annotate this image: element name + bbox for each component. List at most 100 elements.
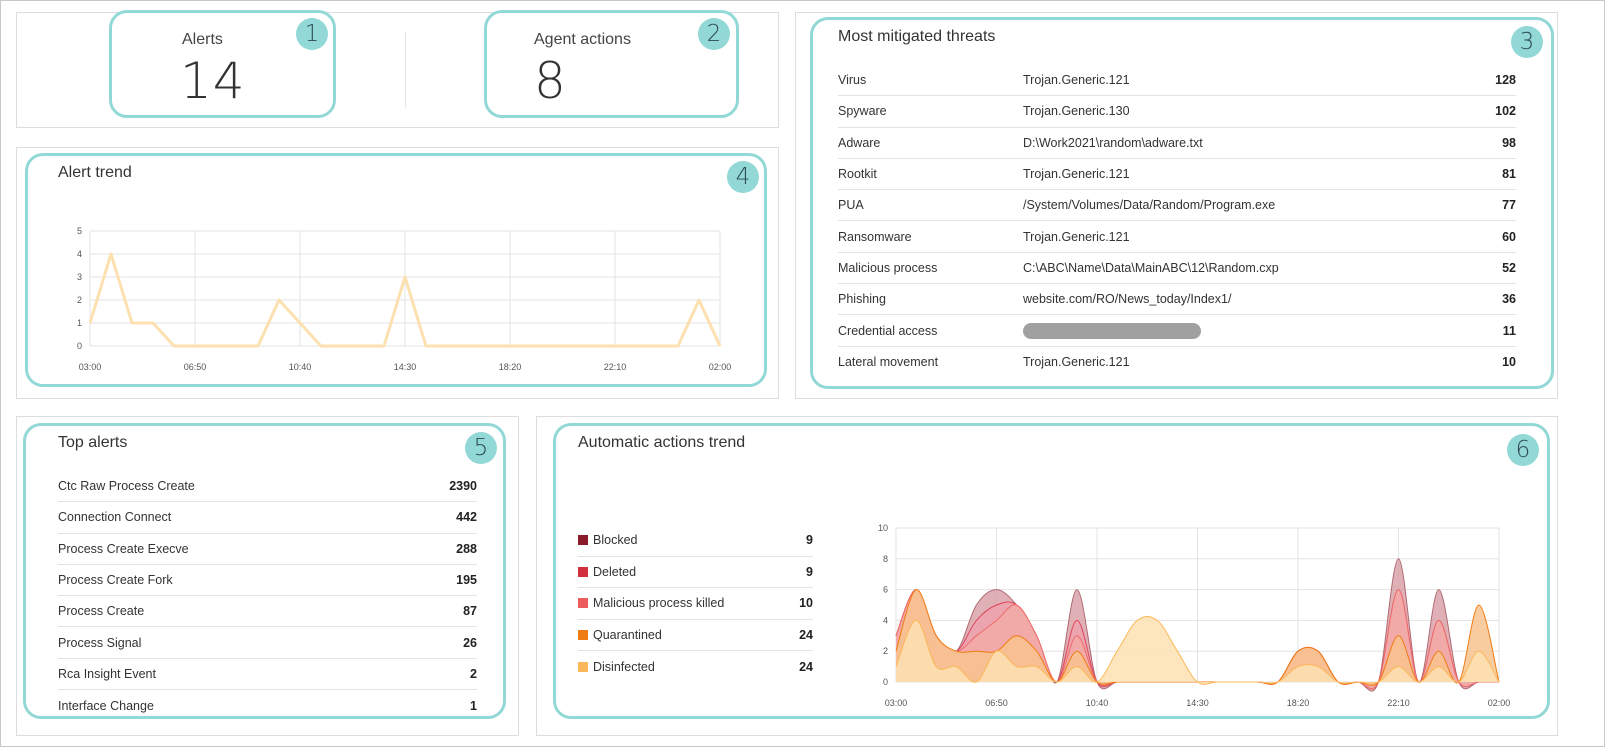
top-alert-row[interactable]: Ctc Raw Process Create 2390: [58, 471, 477, 503]
alert-trend-point: [152, 322, 154, 324]
alert-trend-point: [446, 345, 448, 347]
alert-name: Process Create: [58, 604, 145, 619]
x-tick-label: 18:20: [1287, 698, 1310, 708]
alert-count: 87: [463, 604, 477, 619]
legend-row[interactable]: Deleted 9: [578, 557, 813, 588]
y-tick-label: 1: [77, 318, 82, 328]
threat-name: Trojan.Generic.130: [1023, 104, 1130, 119]
top-alert-row[interactable]: Process Create 87: [58, 596, 477, 628]
legend-swatch: [578, 629, 588, 640]
y-tick-label: 3: [77, 272, 82, 282]
top-alert-row[interactable]: Rca Insight Event 2: [58, 659, 477, 691]
line-disinfected: [895, 616, 1500, 685]
threat-type: Credential access: [838, 323, 938, 338]
threat-row[interactable]: Malicious process C:\ABC\Name\Data\MainAB…: [838, 253, 1516, 285]
threat-row[interactable]: Ransomware Trojan.Generic.121 60: [838, 221, 1516, 253]
threat-type: Phishing: [838, 292, 886, 307]
legend-swatch: [578, 598, 588, 609]
threat-name: C:\ABC\Name\Data\MainABC\12\Random.cxp: [1023, 260, 1279, 275]
threat-name: Trojan.Generic.121: [1023, 73, 1130, 88]
alert-trend-point: [656, 345, 658, 347]
x-tick-label: 06:50: [184, 362, 207, 372]
threat-name: Trojan.Generic.121: [1023, 167, 1130, 182]
top-alert-row[interactable]: Process Create Fork 195: [58, 565, 477, 597]
legend-name: Malicious process killed: [593, 596, 725, 611]
alert-trend-point: [278, 299, 280, 301]
x-tick-label: 02:00: [709, 362, 732, 372]
threat-name: D:\Work2021\random\adware.txt: [1023, 135, 1203, 150]
legend-row[interactable]: Blocked 9: [578, 525, 813, 557]
legend-name: Quarantined: [593, 627, 662, 642]
agent-actions-kpi-card[interactable]: [484, 10, 739, 118]
x-tick-label: 22:10: [604, 362, 627, 372]
threat-name: website.com/RO/News_today/Index1/: [1023, 292, 1232, 307]
threat-count: 77: [1502, 198, 1516, 213]
legend-row[interactable]: Quarantined 24: [578, 620, 813, 651]
threat-name: [1023, 322, 1201, 339]
alert-trend-point: [110, 253, 112, 255]
badge-6: 6: [1507, 434, 1539, 466]
alert-trend-highlight: [25, 153, 767, 387]
legend-name: Disinfected: [593, 659, 655, 674]
y-tick-label: 5: [77, 226, 82, 236]
threat-count: 128: [1495, 73, 1516, 88]
threat-count: 98: [1502, 135, 1516, 150]
threat-row[interactable]: Phishing website.com/RO/News_today/Index1…: [838, 284, 1516, 316]
threat-name: /System/Volumes/Data/Random/Program.exe: [1023, 198, 1276, 213]
y-tick-label: 0: [77, 341, 82, 351]
y-tick-label: 10: [878, 523, 888, 533]
y-tick-label: 4: [883, 615, 888, 625]
alert-trend-panel: [16, 147, 779, 399]
legend-swatch: [578, 566, 588, 577]
actions-trend-highlight: [553, 423, 1550, 719]
top-alerts-title: Top alerts: [58, 434, 128, 451]
threat-count: 10: [1502, 355, 1516, 370]
legend-count: 9: [806, 533, 813, 548]
threat-row[interactable]: Lateral movement Trojan.Generic.121 10: [838, 347, 1516, 378]
alert-trend-point: [551, 345, 553, 347]
badge-2: 2: [698, 18, 730, 50]
threat-name: Trojan.Generic.121: [1023, 355, 1130, 370]
badge-5: 5: [465, 432, 497, 464]
threat-row[interactable]: Spyware Trojan.Generic.130 102: [838, 96, 1516, 128]
alert-name: Process Create Fork: [58, 573, 173, 588]
kpi-divider: [405, 32, 406, 108]
alert-name: Connection Connect: [58, 510, 172, 525]
alert-trend-point: [299, 322, 301, 324]
legend-count: 24: [799, 659, 813, 674]
threat-type: Spyware: [838, 104, 887, 119]
threat-row[interactable]: Virus Trojan.Generic.121 128: [838, 65, 1516, 97]
agent-actions-kpi-value: 8: [534, 52, 567, 110]
legend-row[interactable]: Malicious process killed 10: [578, 588, 813, 620]
legend-label: Disinfected: [578, 660, 655, 674]
badge-4: 4: [727, 161, 759, 193]
actions-legend: Blocked 9 Deleted 9 Malicious process killed…: [578, 525, 813, 683]
alert-name: Interface Change: [58, 698, 154, 713]
threat-row[interactable]: Adware D:\Work2021\random\adware.txt 98: [838, 128, 1516, 159]
alert-trend-point: [572, 345, 574, 347]
alert-trend-point: [194, 345, 196, 347]
threat-type: Rootkit: [838, 167, 877, 182]
top-alert-row[interactable]: Process Signal 26: [58, 627, 477, 659]
top-alerts-highlight: [23, 423, 506, 719]
alert-trend-point: [341, 345, 343, 347]
threat-row[interactable]: Rootkit Trojan.Generic.121 81: [838, 159, 1516, 191]
threat-row[interactable]: PUA/System/Volumes/Data/Random/Program.e…: [838, 190, 1516, 222]
legend-count: 24: [799, 627, 813, 642]
threat-type: Virus: [838, 73, 867, 88]
top-alert-row[interactable]: Interface Change 1: [58, 690, 477, 721]
area-disinfected: [896, 616, 1499, 685]
alert-count: 26: [463, 635, 477, 650]
actions-trend-title: Automatic actions trend: [578, 434, 746, 451]
kpi-panel: [16, 12, 779, 128]
threat-row[interactable]: Credential access 11: [838, 315, 1516, 347]
y-tick-label: 0: [883, 677, 888, 687]
top-alert-row[interactable]: Connection Connect 442: [58, 502, 477, 534]
top-alert-row[interactable]: Process Create Execve 288: [58, 534, 477, 565]
alert-trend-point: [362, 345, 364, 347]
legend-row[interactable]: Disinfected 24: [578, 651, 813, 683]
threat-count: 102: [1495, 104, 1516, 119]
threat-type: PUA: [838, 198, 864, 213]
alerts-kpi-card[interactable]: [109, 10, 336, 118]
y-tick-label: 6: [883, 585, 888, 595]
